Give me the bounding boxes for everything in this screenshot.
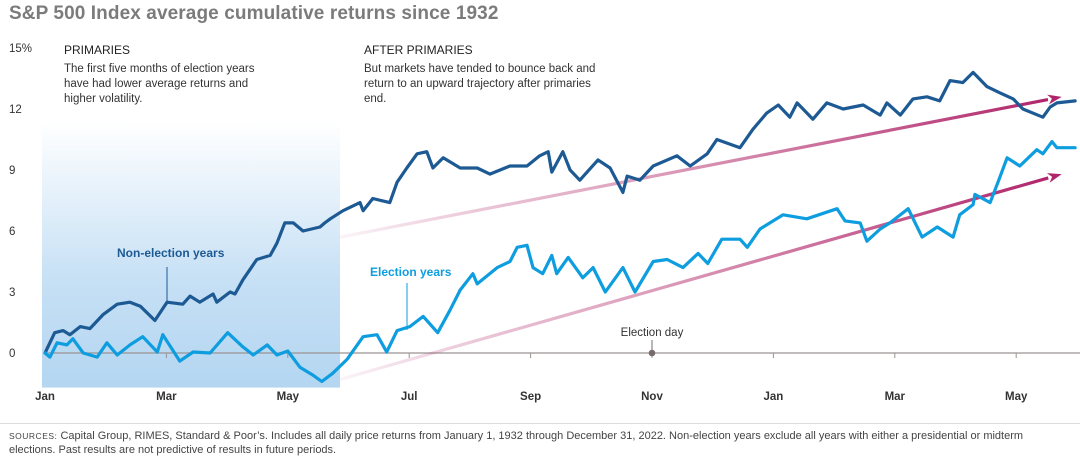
election-day-label: Election day: [621, 327, 684, 339]
chart-plot: 0 3 6 9 12 15% Jan Mar May Jul Sep Nov Jan Mar May Non…: [9, 43, 1080, 403]
y-tick-label: 15%: [9, 43, 32, 55]
non-election-years-label: Non-election years: [117, 246, 225, 260]
x-tick-label: Nov: [641, 391, 663, 403]
election-day-marker: [648, 349, 656, 357]
trend-arrow-shaft: [339, 97, 1049, 239]
source-note: SOURCES: Capital Group, RIMES, Standard …: [9, 429, 1069, 457]
chart-title: S&P 500 Index average cumulative returns…: [9, 3, 499, 24]
divider: [0, 423, 1080, 424]
primaries-shaded-region: [42, 122, 341, 388]
non-election-trend-arrow: [339, 94, 1062, 239]
x-tick-label: Mar: [885, 391, 906, 403]
x-tick-label: Sep: [520, 391, 541, 403]
election-years-line: [43, 140, 1077, 384]
y-tick-label: 6: [9, 226, 15, 238]
election-trend-arrow: [339, 173, 1062, 381]
x-tick-label: May: [277, 391, 300, 403]
x-tick-label: Jan: [35, 391, 55, 403]
after-primaries-heading: AFTER PRIMARIES: [364, 43, 473, 57]
x-tick-label: May: [1005, 391, 1028, 403]
x-tick-label: Jul: [401, 391, 418, 403]
non-election-years-line: [43, 70, 1077, 355]
trend-arrowhead-icon: [1047, 94, 1062, 105]
y-tick-label: 9: [9, 165, 15, 177]
y-tick-label: 0: [9, 348, 15, 360]
x-tick-label: Jan: [763, 391, 783, 403]
trend-arrowhead-icon: [1046, 173, 1062, 183]
y-tick-label: 12: [9, 104, 22, 116]
after-primaries-text: But markets have tended to bounce back a…: [364, 63, 596, 105]
source-text: Capital Group, RIMES, Standard & Poor’s.…: [9, 430, 1024, 456]
election-years-label: Election years: [370, 265, 452, 279]
primaries-text: The first five months of election years …: [64, 63, 255, 105]
trend-arrow-shaft: [339, 176, 1049, 381]
source-label: SOURCES:: [9, 431, 58, 441]
x-tick-label: Mar: [156, 391, 177, 403]
primaries-heading: PRIMARIES: [64, 43, 131, 57]
after-primaries-annotation: AFTER PRIMARIES But markets have tended …: [364, 43, 609, 107]
primaries-annotation: PRIMARIES The first five months of elect…: [64, 43, 274, 107]
y-tick-label: 3: [9, 287, 15, 299]
